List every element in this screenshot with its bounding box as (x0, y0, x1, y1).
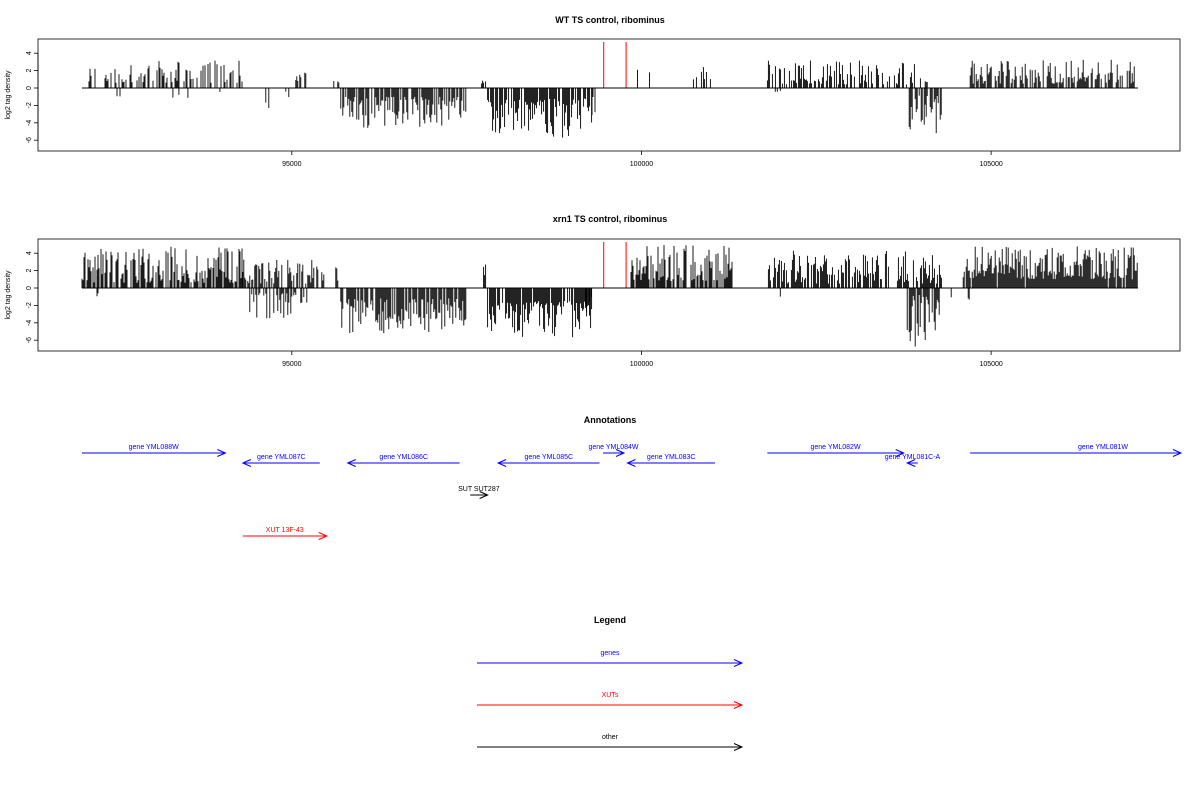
xrn1-y-axis: 4 2 0 -2 -4 -6 (26, 251, 39, 343)
wt-signal-bars (88, 59, 1135, 138)
annotations-title: Annotations (584, 415, 637, 425)
xrn1-x-axis: 95000 100000 105000 (282, 351, 1003, 368)
xrn1-track-title: xrn1 TS control, ribominus (553, 214, 668, 224)
annotation-feature-4: gene YML084W (588, 444, 639, 457)
wt-y-tick-label-2: 0 (26, 86, 33, 90)
wt-plot-frame (37, 38, 1181, 152)
xrn1-y-tick-label-3: -2 (26, 302, 33, 308)
legend-entry-xut: XUTs (477, 692, 744, 709)
wt-track-title: WT TS control, ribominus (555, 15, 665, 25)
legend-label-xut: XUTs (602, 692, 619, 699)
annotation-feature-9: SUT SUT287 (458, 486, 500, 499)
wt-y-tick-label-4: -4 (26, 120, 33, 126)
legend-entries: genes XUTs other (477, 650, 744, 751)
legend-entry-gene: genes (477, 650, 744, 667)
annotation-label-4: gene YML084W (588, 444, 638, 451)
wt-track-panel: WT TS control, ribominus 4 2 0 -2 -4 -6 95000… (5, 15, 1181, 168)
annotation-feature-3: gene YML085C (496, 454, 600, 467)
annotation-label-5: gene YML083C (647, 454, 696, 461)
xrn1-y-tick-label-4: -4 (26, 320, 33, 326)
wt-y-tick-label-5: -6 (26, 137, 33, 143)
xrn1-track-panel: xrn1 TS control, ribominus 4 2 0 -2 -4 -6 950… (5, 214, 1181, 368)
xrn1-signal-bars (81, 245, 1138, 347)
annotation-feature-5: gene YML083C (626, 454, 715, 467)
annotation-label-3: gene YML085C (525, 454, 574, 461)
annotation-feature-10: XUT 13F-43 (242, 527, 329, 540)
annotation-label-1: gene YML087C (257, 454, 306, 461)
xrn1-x-tick-label-0: 95000 (282, 361, 302, 368)
annotation-label-7: gene YML081C-A (885, 454, 941, 461)
xrn1-x-tick-label-1: 100000 (630, 361, 653, 368)
wt-y-axis-label: log2 tag density (5, 70, 12, 120)
xrn1-red-markers (603, 242, 627, 288)
wt-x-axis: 95000 100000 105000 (282, 151, 1003, 168)
legend-entry-other: other (477, 734, 744, 751)
xrn1-y-axis-label: log2 tag density (5, 270, 12, 320)
legend-label-other: other (602, 734, 619, 741)
annotation-feature-0: gene YML088W (82, 444, 227, 457)
xrn1-x-tick-label-2: 105000 (979, 361, 1002, 368)
legend-title: Legend (594, 615, 626, 625)
xrn1-y-tick-label-1: 2 (26, 269, 33, 273)
annotation-features: gene YML088W gene YML087C gene YML086C gene… (82, 444, 1183, 540)
wt-x-tick-label-1: 100000 (630, 161, 653, 168)
wt-y-tick-label-0: 4 (26, 51, 33, 55)
annotation-label-9: SUT SUT287 (458, 486, 500, 493)
annotation-feature-8: gene YML081W (970, 444, 1183, 457)
wt-x-tick-label-0: 95000 (282, 161, 302, 168)
xrn1-y-tick-label-0: 4 (26, 251, 33, 255)
xrn1-plot-frame (37, 238, 1181, 352)
legend-label-gene: genes (600, 650, 620, 657)
annotation-feature-6: gene YML082W (767, 444, 905, 457)
wt-y-tick-label-3: -2 (26, 102, 33, 108)
annotation-label-10: XUT 13F-43 (266, 527, 304, 534)
annotation-label-6: gene YML082W (810, 444, 860, 451)
annotation-label-2: gene YML086C (379, 454, 428, 461)
annotation-feature-1: gene YML087C (241, 454, 320, 467)
xrn1-y-tick-label-5: -6 (26, 337, 33, 343)
annotation-feature-7: gene YML081C-A (885, 454, 941, 467)
wt-red-markers (603, 42, 627, 88)
annotation-label-8: gene YML081W (1078, 444, 1128, 451)
wt-y-tick-label-1: 2 (26, 69, 33, 73)
xrn1-y-tick-label-2: 0 (26, 286, 33, 290)
annotation-feature-2: gene YML086C (346, 454, 460, 467)
annotation-label-0: gene YML088W (129, 444, 179, 451)
wt-y-axis: 4 2 0 -2 -4 -6 (26, 51, 39, 143)
wt-x-tick-label-2: 105000 (979, 161, 1002, 168)
